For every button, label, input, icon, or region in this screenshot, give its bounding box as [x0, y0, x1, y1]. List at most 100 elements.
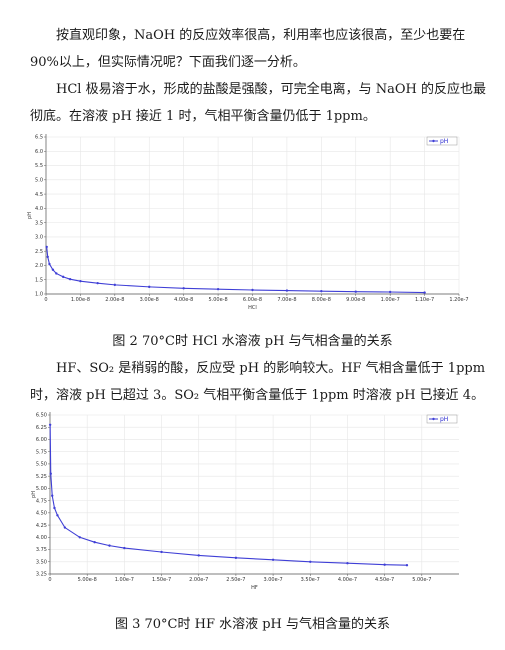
- x-axis-label: HF: [251, 585, 258, 591]
- data-point: [251, 288, 254, 292]
- data-point: [423, 291, 426, 294]
- data-point: [62, 275, 65, 279]
- hf-ph-chart: 3.25 3.50 3.75 4.00 4.25 4.50 4.75 5.00 5.25 5.50…: [31, 412, 459, 591]
- x-tick-label: 9.00e-8: [346, 297, 365, 303]
- paragraph-3-line-1: HF、SO₂ 是稍弱的酸，反应受 pH 的影响较大。HF 气相含量低于 1ppm: [56, 361, 486, 376]
- x-tick-label: 0: [48, 577, 51, 583]
- data-point: [271, 558, 275, 562]
- x-axis-label: HCl: [248, 305, 257, 311]
- x-tick-label: 8.00e-8: [312, 297, 331, 303]
- x-tick-label: 7.00e-8: [277, 297, 296, 303]
- data-point: [197, 554, 200, 557]
- data-point: [51, 494, 54, 497]
- data-point: [320, 289, 323, 293]
- y-tick-label: 4.75: [36, 498, 47, 504]
- y-tick-label: 6.25: [36, 425, 47, 431]
- series-line-ph: [46, 246, 425, 294]
- x-tick-label: 5.00e-7: [412, 577, 431, 583]
- y-tick-label: 1.5: [35, 277, 43, 283]
- x-tick-label: 5.00e-8: [78, 577, 97, 583]
- y-tick-label: 1.0: [35, 292, 43, 298]
- data-point: [405, 563, 409, 567]
- data-point: [46, 255, 49, 259]
- data-point: [48, 262, 51, 266]
- legend-marker: [432, 139, 435, 143]
- y-tick-label: 5.00: [36, 486, 47, 492]
- paragraph-1-line-1: 按直观印象，NaOH 的反应效率很高，利用率也应该很高，至少也要在: [56, 28, 466, 43]
- x-tick-label: 1.00e-8: [71, 297, 90, 303]
- series-line-ph: [49, 424, 407, 566]
- data-point: [354, 290, 357, 293]
- data-point: [45, 245, 48, 249]
- legend-label-ph: pH: [440, 138, 448, 145]
- paragraph-1-line-2: 90%以上，但实际情况呢？下面我们逐一分析。: [30, 55, 306, 70]
- x-tick-label: 1.00e-7: [115, 577, 134, 583]
- x-tick-label: 1.00e-7: [381, 297, 400, 303]
- data-point: [388, 290, 392, 294]
- data-point: [56, 514, 59, 517]
- data-point: [79, 279, 82, 283]
- y-tick-label: 6.0: [35, 149, 43, 155]
- y-tick-label: 6.50: [36, 413, 47, 419]
- y-tick-label: 3.50: [36, 559, 47, 565]
- y-tick-label: 3.0: [35, 235, 43, 241]
- data-point: [234, 556, 238, 560]
- y-tick-label: 4.50: [36, 511, 47, 517]
- x-tick-label: 2.00e-7: [189, 577, 208, 583]
- y-tick-label: 2.5: [35, 249, 43, 255]
- y-tick-label: 6.00: [36, 437, 47, 443]
- figure-2-caption: 图 2 70°C时 HCl 水溶液 pH 与气相含量的关系: [112, 334, 393, 349]
- y-tick-label: 4.25: [36, 523, 47, 529]
- y-tick-label: 6.5: [35, 135, 43, 141]
- x-tick-label: 3.00e-8: [140, 297, 159, 303]
- x-tick-label: 6.00e-8: [243, 297, 262, 303]
- x-tick-label: 1.10e-7: [415, 297, 434, 303]
- data-point: [63, 526, 67, 529]
- legend-box: [426, 136, 458, 146]
- hcl-ph-chart: 1.0 1.5 2.0 2.5 3.0 3.5 4.0 4.5 5.0 5.5 6.0 6.5 0 1.0…: [27, 134, 469, 311]
- x-tick-label: 2.00e-8: [105, 297, 124, 303]
- x-tick-label: 0: [44, 297, 47, 303]
- x-tick-label: 4.00e-8: [174, 297, 193, 303]
- y-tick-label: 5.0: [35, 178, 43, 184]
- data-point: [48, 423, 52, 426]
- data-point: [55, 272, 58, 275]
- x-tick-label: 2.50e-7: [226, 577, 245, 583]
- y-tick-label: 2.0: [35, 263, 43, 269]
- data-point: [346, 562, 349, 565]
- data-point: [78, 536, 81, 539]
- y-tick-label: 5.25: [36, 474, 47, 480]
- data-point: [309, 560, 312, 563]
- x-tick-label: 4.50e-7: [375, 577, 394, 583]
- y-tick-label: 4.0: [35, 206, 43, 212]
- x-tick-label: 3.50e-7: [301, 577, 320, 583]
- paragraph-3-line-2: 时，溶液 pH 已超过 3。SO₂ 气相平衡含量低于 1ppm 时溶液 pH 已…: [30, 388, 485, 403]
- x-tick-label: 1.50e-7: [152, 577, 171, 583]
- figure-3-caption: 图 3 70°C时 HF 水溶液 pH 与气相含量的关系: [114, 617, 391, 632]
- data-point: [285, 289, 289, 292]
- y-tick-label: 5.50: [36, 462, 47, 468]
- y-axis-label: pH: [27, 212, 33, 219]
- legend-box: [426, 414, 458, 424]
- data-point: [123, 546, 126, 550]
- x-tick-label: 1.20e-7: [449, 297, 468, 303]
- data-point: [93, 541, 96, 544]
- legend-label-ph: pH: [440, 416, 448, 423]
- data-point: [51, 268, 55, 271]
- y-axis-label: pH: [31, 491, 37, 498]
- y-tick-label: 4.5: [35, 192, 43, 198]
- data-point: [108, 544, 111, 547]
- data-point: [383, 563, 386, 566]
- data-point: [49, 472, 52, 475]
- y-tick-label: 3.5: [35, 220, 43, 226]
- x-tick-label: 4.00e-7: [338, 577, 357, 583]
- data-point: [148, 285, 151, 289]
- y-tick-label: 5.75: [36, 449, 47, 455]
- data-point: [96, 281, 99, 285]
- y-tick-label: 5.5: [35, 163, 43, 169]
- data-point: [53, 506, 56, 510]
- data-point: [216, 287, 220, 291]
- legend-marker: [432, 417, 435, 421]
- paragraph-2-line-1: HCl 极易溶于水，形成的盐酸是强酸，可完全电离，与 NaOH 的反应也最: [56, 82, 486, 97]
- data-point: [113, 283, 117, 287]
